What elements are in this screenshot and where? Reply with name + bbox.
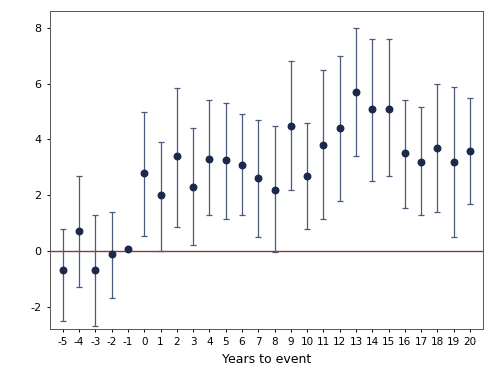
Point [352,89,360,95]
Point [124,246,132,253]
Point [108,251,116,257]
Point [92,267,100,273]
Point [173,153,181,159]
Point [303,173,311,179]
Point [450,159,458,165]
Point [254,175,262,181]
Point [75,228,83,234]
Point [417,159,425,165]
Point [238,161,246,167]
Point [59,267,67,273]
Point [206,156,214,162]
X-axis label: Years to event: Years to event [222,353,311,366]
Point [287,122,295,129]
Point [466,147,474,153]
Point [319,142,327,148]
Point [401,150,409,156]
Point [433,145,441,151]
Point [222,157,230,163]
Point [369,106,376,112]
Point [336,125,344,131]
Point [270,187,278,193]
Point [189,184,197,190]
Point [140,170,148,176]
Point [384,106,392,112]
Point [156,192,164,198]
